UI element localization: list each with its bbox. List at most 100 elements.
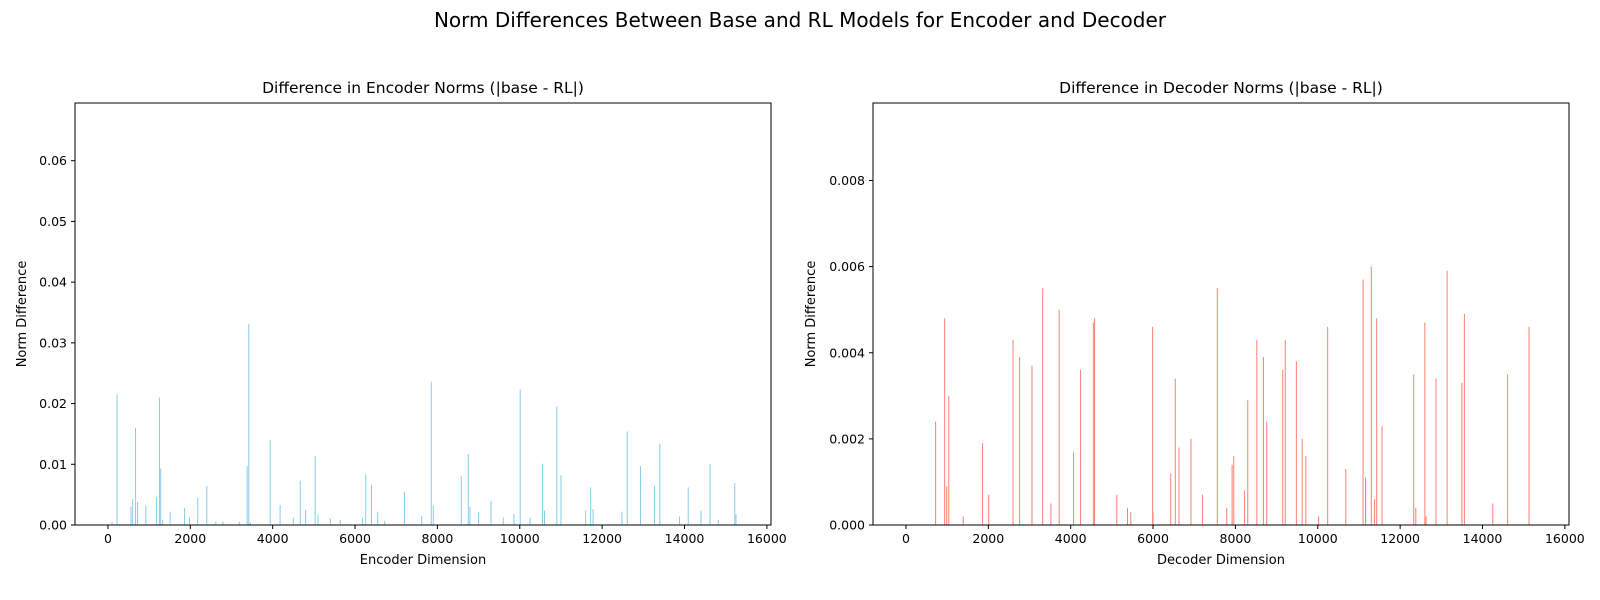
encoder-bar xyxy=(502,517,504,525)
decoder-bar xyxy=(1376,318,1378,525)
decoder-bars xyxy=(935,266,1530,525)
encoder-bar xyxy=(371,484,373,525)
encoder-x-axis-label: Encoder Dimension xyxy=(360,553,486,568)
decoder-x-tick-label: 2000 xyxy=(972,531,1004,546)
decoder-bar xyxy=(1190,438,1192,525)
decoder-bar xyxy=(1116,494,1118,525)
decoder-bar xyxy=(1050,503,1052,525)
decoder-bar xyxy=(1262,357,1264,525)
encoder-bar xyxy=(460,476,462,525)
encoder-plot-frame xyxy=(74,102,772,526)
encoder-y-tick-label: 0.03 xyxy=(39,335,67,350)
decoder-bar xyxy=(1284,339,1286,525)
decoder-bar xyxy=(1094,318,1096,525)
decoder-bar xyxy=(1528,326,1530,525)
encoder-bar xyxy=(249,522,251,525)
decoder-y-tick-label: 0.004 xyxy=(829,345,865,360)
encoder-bar xyxy=(292,517,294,525)
encoder-x-tick-label: 12000 xyxy=(582,531,622,546)
encoder-x-tick-label: 0 xyxy=(104,531,112,546)
decoder-bar xyxy=(988,494,990,525)
encoder-bar xyxy=(621,511,623,525)
encoder-bar xyxy=(421,515,423,525)
decoder-bar xyxy=(1178,447,1180,525)
decoder-bar xyxy=(1080,369,1082,525)
encoder-y-tick-label: 0.02 xyxy=(39,396,67,411)
encoder-chart-title: Difference in Encoder Norms (|base - RL|… xyxy=(262,79,584,97)
encoder-bar xyxy=(246,466,248,525)
encoder-bar xyxy=(169,511,171,525)
decoder-y-tick-label: 0.006 xyxy=(829,259,865,274)
decoder-bar xyxy=(1461,382,1463,525)
decoder-bar xyxy=(1042,288,1044,525)
encoder-bar xyxy=(478,512,480,525)
decoder-x-ticks: 0 2000 4000 6000 8000 10000 12000 14000 16000 xyxy=(902,525,1585,546)
encoder-bars xyxy=(111,324,737,525)
encoder-bar xyxy=(469,506,471,525)
encoder-bar xyxy=(361,517,363,525)
decoder-bar xyxy=(1152,512,1154,525)
encoder-bar xyxy=(519,388,521,525)
encoder-bar xyxy=(626,431,628,525)
encoder-bar xyxy=(430,381,432,525)
decoder-bar xyxy=(1413,374,1415,525)
encoder-bar xyxy=(137,501,139,525)
encoder-bar xyxy=(314,455,316,525)
encoder-x-tick-label: 2000 xyxy=(174,531,206,546)
decoder-bar xyxy=(1231,464,1233,525)
decoder-bar xyxy=(1073,451,1075,525)
decoder-bar xyxy=(1174,378,1176,525)
encoder-bar xyxy=(206,486,208,525)
decoder-bar xyxy=(1216,288,1218,525)
encoder-bar xyxy=(653,486,655,525)
decoder-bar xyxy=(1370,266,1372,525)
encoder-y-tick-label: 0.00 xyxy=(39,518,67,533)
decoder-bar xyxy=(944,318,946,525)
decoder-x-tick-label: 12000 xyxy=(1380,531,1420,546)
decoder-bar xyxy=(1492,503,1494,525)
encoder-bar xyxy=(162,520,164,525)
encoder-bar xyxy=(279,504,281,525)
encoder-bar xyxy=(160,468,162,525)
decoder-bar xyxy=(1362,279,1364,525)
encoder-bar xyxy=(197,497,199,525)
decoder-bar xyxy=(935,421,937,525)
encoder-bar xyxy=(513,514,515,525)
decoder-bar xyxy=(1201,494,1203,525)
encoder-bar xyxy=(490,500,492,525)
encoder-bar xyxy=(592,509,594,525)
encoder-bar xyxy=(365,474,367,525)
decoder-bar xyxy=(1435,378,1437,525)
encoder-bar xyxy=(735,514,737,525)
decoder-bar xyxy=(1019,357,1021,525)
decoder-bar xyxy=(1446,270,1448,525)
encoder-chart: Difference in Encoder Norms (|base - RL|… xyxy=(15,79,787,568)
encoder-bar xyxy=(269,439,271,525)
encoder-y-tick-label: 0.05 xyxy=(39,214,67,229)
encoder-bar xyxy=(377,511,379,525)
decoder-bar xyxy=(948,395,950,525)
decoder-y-tick-label: 0.000 xyxy=(829,518,865,533)
encoder-bar xyxy=(467,453,469,525)
decoder-chart: Difference in Decoder Norms (|base - RL|… xyxy=(804,79,1585,568)
encoder-bar xyxy=(329,518,331,525)
encoder-bar xyxy=(734,483,736,525)
encoder-y-tick-label: 0.01 xyxy=(39,457,67,472)
decoder-bar xyxy=(1424,322,1426,525)
encoder-x-tick-label: 10000 xyxy=(500,531,540,546)
decoder-bar xyxy=(1301,438,1303,525)
decoder-bar xyxy=(982,443,984,525)
decoder-bar xyxy=(1233,456,1235,525)
encoder-bar xyxy=(590,487,592,525)
decoder-bar xyxy=(1374,499,1376,525)
decoder-x-tick-label: 10000 xyxy=(1298,531,1338,546)
decoder-x-tick-label: 6000 xyxy=(1137,531,1169,546)
encoder-x-ticks: 0 2000 4000 6000 8000 10000 12000 14000 16000 xyxy=(104,525,787,546)
encoder-bar xyxy=(679,516,681,525)
encoder-bar xyxy=(156,497,158,525)
encoder-bar xyxy=(717,520,719,525)
decoder-bar xyxy=(1365,477,1367,525)
encoder-y-axis-label: Norm Difference xyxy=(15,261,30,368)
encoder-x-tick-label: 16000 xyxy=(747,531,787,546)
